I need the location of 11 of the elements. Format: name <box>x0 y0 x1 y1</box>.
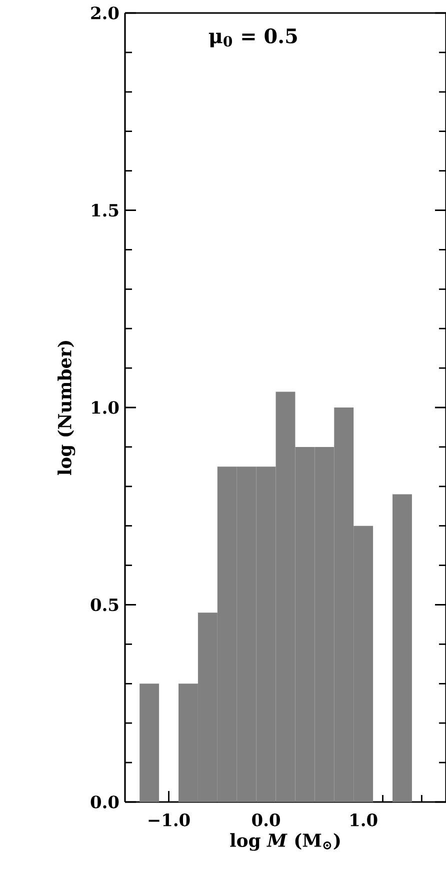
x-tick-label: 0.0 <box>252 814 280 826</box>
y-tick-label: 0.5 <box>90 598 118 612</box>
x-tick-label: −1.0 <box>148 814 190 826</box>
y-tick-label: 1.0 <box>92 401 119 414</box>
y-tick-label: 2.0 <box>91 6 119 20</box>
annotation: μ$_{0}$ = 0.5 <box>208 28 297 48</box>
x-axis-title: log M (M$_{⊙}$) <box>230 833 340 851</box>
y-tick-label: 1.5 <box>92 204 118 217</box>
y-tick-label: 0.0 <box>90 796 119 808</box>
y-axis-title: log (Number) <box>58 341 76 476</box>
x-tick-label: 1.0 <box>350 814 378 826</box>
